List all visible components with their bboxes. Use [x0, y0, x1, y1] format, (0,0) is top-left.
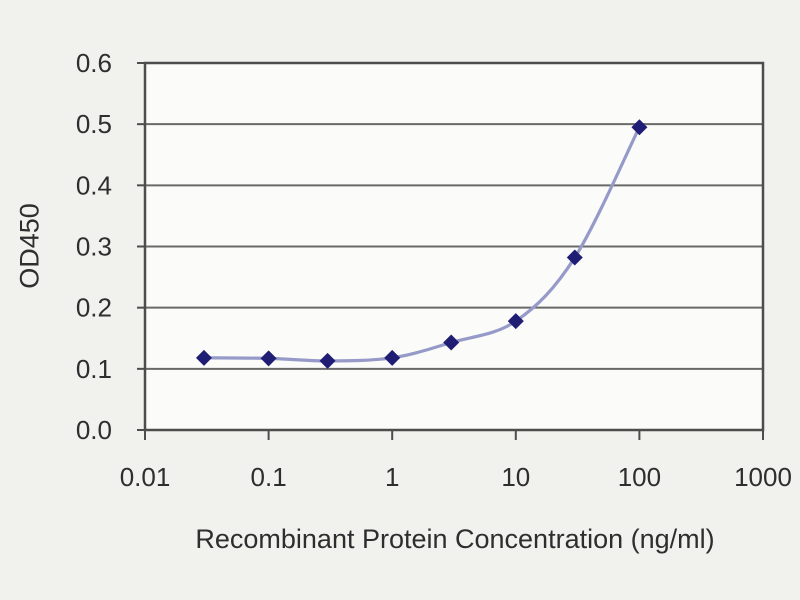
y-tick-label: 0.6	[76, 48, 112, 78]
y-tick-label: 0.5	[76, 109, 112, 139]
y-axis-title: OD450	[14, 203, 45, 289]
data-point-marker	[195, 349, 212, 366]
x-tick-label: 100	[618, 462, 661, 492]
data-point-marker	[631, 119, 648, 136]
y-tick-label: 0.2	[76, 293, 112, 323]
data-point-marker	[384, 349, 401, 366]
x-tick-label: 0.1	[251, 462, 287, 492]
series-line	[203, 126, 641, 363]
data-point-marker	[319, 352, 336, 369]
y-tick-label: 0.0	[76, 415, 112, 445]
x-tick-label: 0.01	[120, 462, 171, 492]
data-point-marker	[260, 350, 277, 367]
data-point-marker	[566, 249, 583, 266]
y-tick-label: 0.1	[76, 354, 112, 384]
x-axis-title: Recombinant Protein Concentration (ng/ml…	[195, 524, 715, 554]
data-point-marker	[443, 334, 460, 351]
data-point-marker	[507, 313, 524, 330]
x-tick-label: 1000	[734, 462, 792, 492]
y-tick-label: 0.3	[76, 232, 112, 262]
y-tick-label: 0.4	[76, 170, 112, 200]
x-tick-label: 10	[501, 462, 530, 492]
x-tick-label: 1	[385, 462, 399, 492]
